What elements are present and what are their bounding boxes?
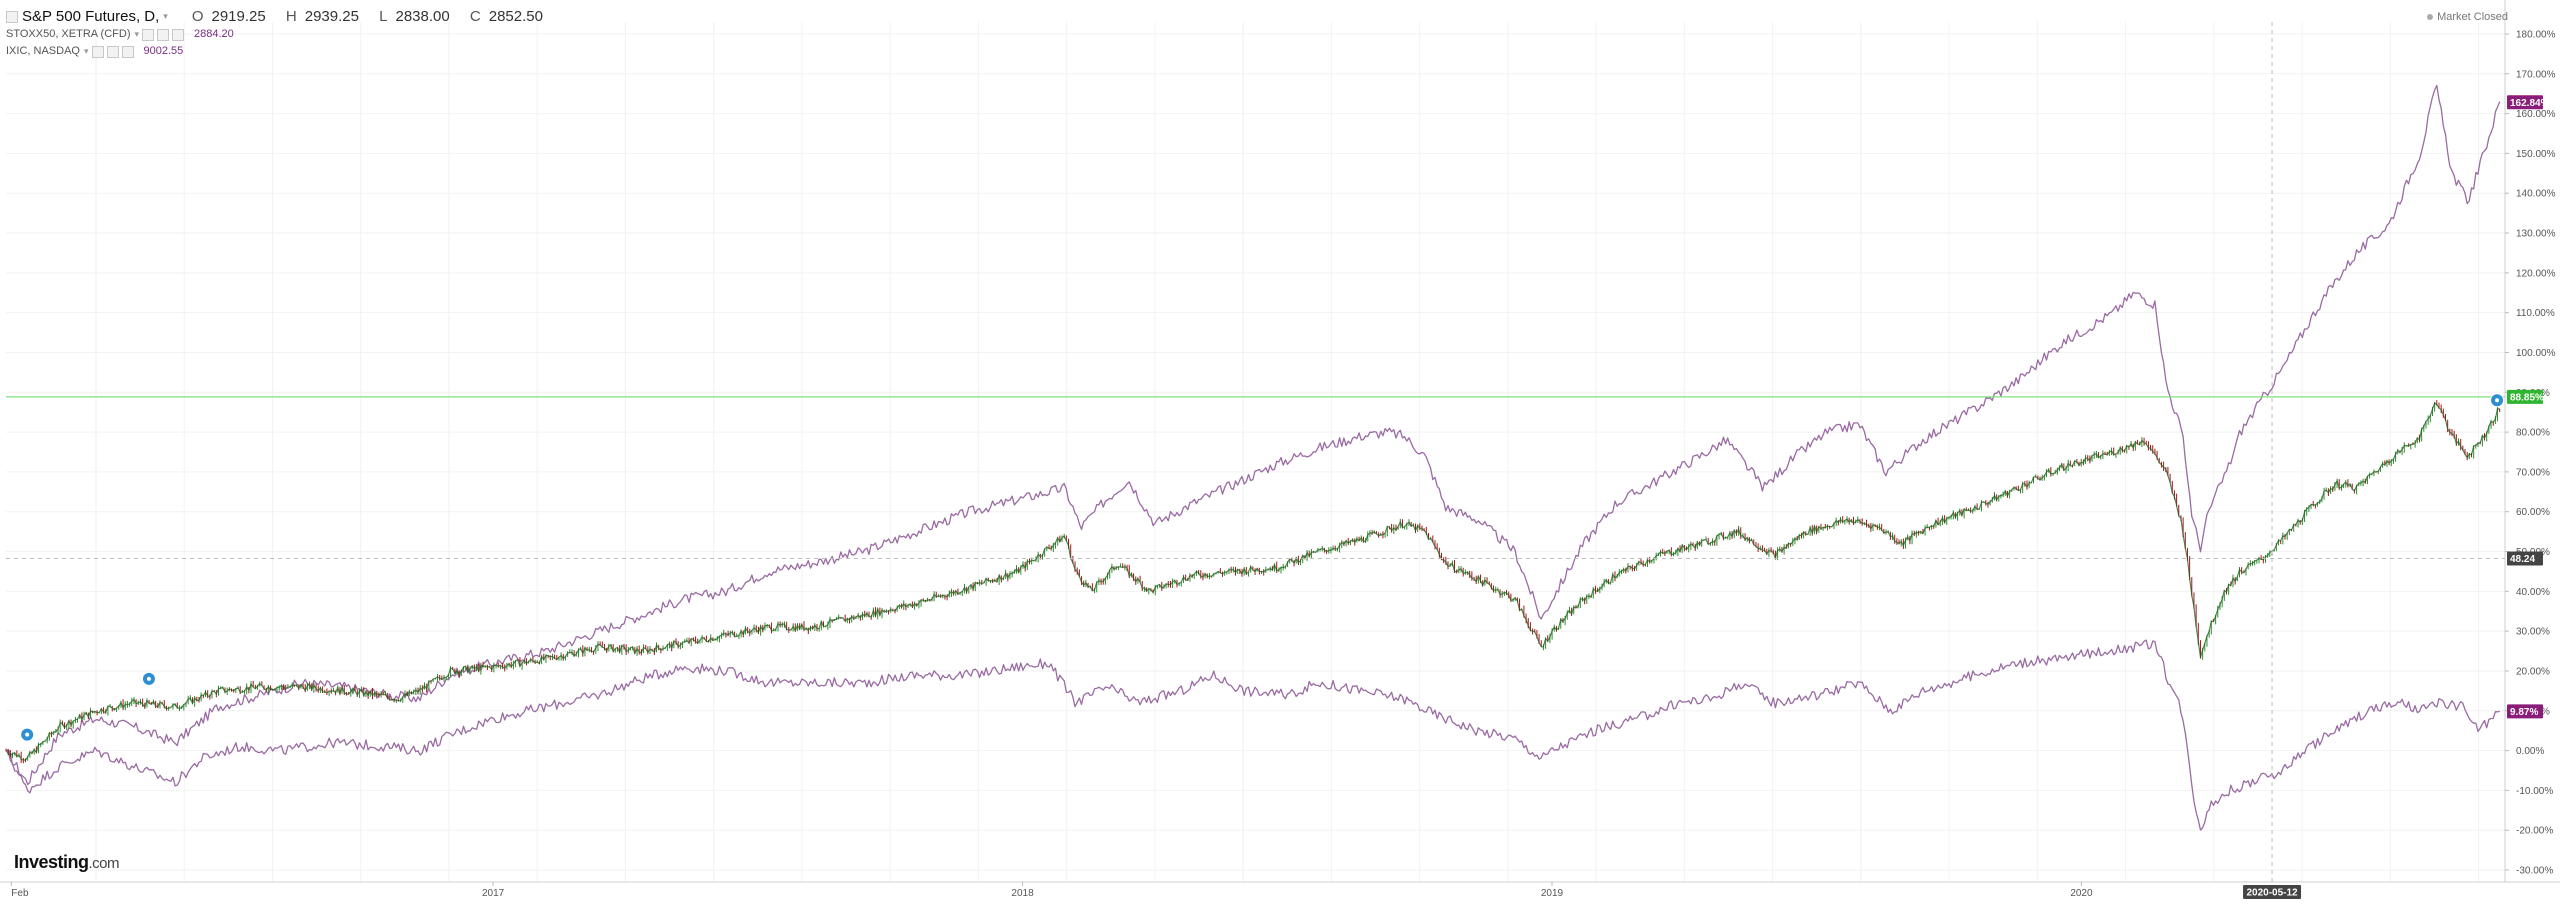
x-tick-label: 2018 xyxy=(1011,888,1034,899)
main-symbol-row[interactable]: S&P 500 Futures, D, ▾ O 2919.25 H 2939.25 … xyxy=(6,8,543,25)
crosshair-y-tag xyxy=(2507,551,2543,566)
series-line-ixic xyxy=(5,84,2501,786)
crosshair-x-tag-label: 2020-05-12 xyxy=(2246,888,2298,899)
last-value-tag-stoxx xyxy=(2507,704,2543,719)
status-dot-icon xyxy=(2427,14,2434,21)
y-tick-label: 170.00% xyxy=(2516,69,2556,80)
y-tick-label: -20.00% xyxy=(2516,826,2553,837)
overlay-layer xyxy=(6,22,2505,882)
y-tick-label: 20.00% xyxy=(2516,666,2550,677)
series-layer xyxy=(5,84,2501,831)
y-tick-label: 140.00% xyxy=(2516,189,2556,200)
last-value-tag-ixic-label: 162.84% xyxy=(2510,98,2550,109)
x-tick-label: 2020 xyxy=(2070,888,2093,899)
last-value-tag-stoxx-label: 9.87% xyxy=(2510,707,2538,718)
y-tick-label: 150.00% xyxy=(2516,149,2556,160)
grid xyxy=(6,22,2505,882)
y-tick-label: 160.00% xyxy=(2516,109,2556,120)
y-tick-label: 60.00% xyxy=(2516,507,2550,518)
remove-icon[interactable] xyxy=(121,45,134,58)
main-symbol-title: S&P 500 Futures, D, xyxy=(22,8,160,25)
series-line-stoxx50 xyxy=(5,639,2500,831)
collapse-toggle[interactable] xyxy=(6,10,18,23)
y-tick-label: 110.00% xyxy=(2516,308,2555,319)
visibility-toggle-icon[interactable] xyxy=(91,45,104,58)
logo-text: Investing xyxy=(14,852,89,872)
chevron-down-icon[interactable]: ▾ xyxy=(163,11,168,21)
compare-series-value: 2884.20 xyxy=(194,28,234,40)
x-tick-label: Feb xyxy=(11,888,29,899)
market-status-label: Market Closed xyxy=(2437,11,2508,23)
ohlc-values: O 2919.25 H 2939.25 L 2838.00 C 2852.50 xyxy=(191,8,543,25)
y-tick-label: 0.00% xyxy=(2516,746,2544,757)
x-tick-label: 2019 xyxy=(1541,888,1564,899)
event-marker-icon xyxy=(20,727,35,742)
settings-icon[interactable] xyxy=(106,45,119,58)
compare-series-value: 9002.55 xyxy=(143,45,184,57)
chevron-down-icon[interactable]: ▾ xyxy=(134,29,140,39)
crosshair-x-tag xyxy=(2243,885,2302,899)
y-tick-label: 130.00% xyxy=(2516,229,2556,240)
last-value-tag-main-label: 88.85% xyxy=(2510,392,2544,403)
candle-close-line xyxy=(5,402,2500,761)
logo-suffix: .com xyxy=(88,855,120,872)
compare-series-label: IXIC, NASDAQ xyxy=(6,45,80,57)
y-tick-label: 70.00% xyxy=(2516,467,2550,478)
visibility-toggle-icon[interactable] xyxy=(142,28,155,41)
y-tick-label: 30.00% xyxy=(2516,627,2550,638)
y-tick-label: 40.00% xyxy=(2516,587,2550,598)
settings-icon[interactable] xyxy=(157,28,170,41)
legend: S&P 500 Futures, D, ▾ O 2919.25 H 2939.25 … xyxy=(6,8,543,60)
market-status: Market Closed xyxy=(2427,11,2508,23)
y-tick-label: 180.00% xyxy=(2516,29,2556,40)
crosshair-y-tag-label: 48.24 xyxy=(2510,554,2535,565)
compare-series-row[interactable]: IXIC, NASDAQ ▾ 9002.55 xyxy=(6,43,543,60)
compare-series-row[interactable]: STOXX50, XETRA (CFD) ▾ 2884.20 xyxy=(6,26,543,43)
event-marker-icon xyxy=(141,671,156,686)
chevron-down-icon[interactable]: ▾ xyxy=(83,46,89,56)
y-tick-label: -30.00% xyxy=(2516,866,2553,877)
x-tick-label: 2017 xyxy=(482,888,505,899)
y-tick-label: 120.00% xyxy=(2516,268,2556,279)
event-marker-icon xyxy=(2490,393,2505,408)
remove-icon[interactable] xyxy=(172,28,185,41)
y-tick-label: 80.00% xyxy=(2516,428,2550,439)
candlestick-series xyxy=(5,400,2501,764)
last-value-tag-ixic xyxy=(2507,95,2543,110)
y-tick-label: -10.00% xyxy=(2516,786,2553,797)
brand-logo: Investing.com xyxy=(14,852,120,873)
last-value-tag-main xyxy=(2507,389,2543,404)
y-tick-label: 100.00% xyxy=(2516,348,2556,359)
compare-series-label: STOXX50, XETRA (CFD) xyxy=(6,28,131,40)
